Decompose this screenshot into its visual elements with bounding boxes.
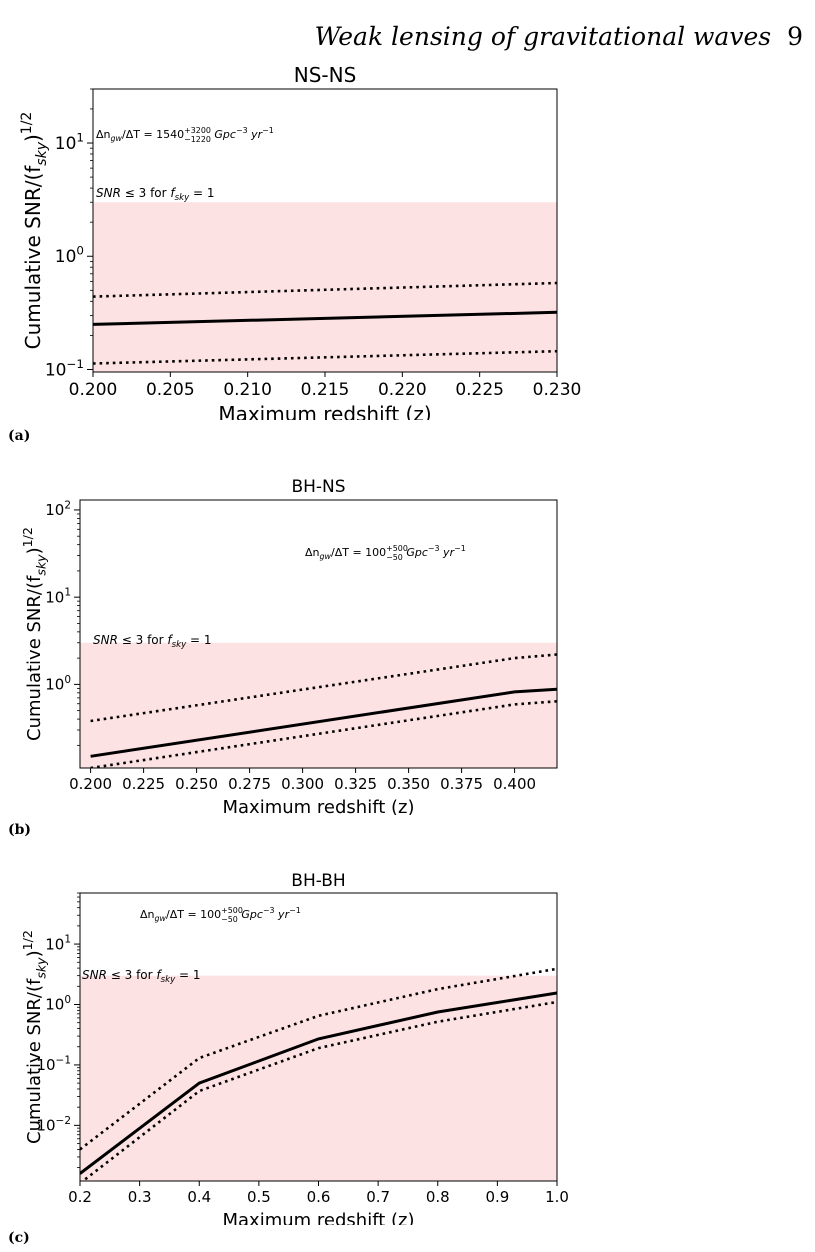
y-tick-label: 101 — [45, 934, 71, 954]
series-bound-line-2 — [80, 1000, 557, 1181]
x-tick-label: 0.220 — [378, 380, 427, 400]
series-median-line — [93, 310, 557, 326]
y-tick-label: 100 — [45, 674, 71, 694]
x-tick-label: 0.210 — [223, 380, 272, 400]
y-tick-label: 100 — [55, 244, 84, 268]
x-tick-label: 0.9 — [485, 1188, 509, 1206]
y-axis-label: Cumulative SNR/(fsky)1/2 — [20, 930, 49, 1144]
x-tick-label: 0.400 — [493, 775, 536, 793]
snr-threshold-band — [80, 975, 557, 1181]
y-tick-label: 101 — [55, 130, 84, 154]
x-tick-label: 0.325 — [334, 775, 377, 793]
y-tick-label: 10−1 — [36, 1054, 71, 1074]
chart-bh-ns: 0.200 0.225 0.250 0.275 0.300 0.325 0.350 0.375… — [20, 477, 558, 815]
x-tick-label: 0.215 — [301, 380, 350, 400]
x-tick-label: 0.6 — [307, 1188, 331, 1206]
x-tick-label: 0.250 — [175, 775, 218, 793]
series-bound-line-2 — [93, 349, 557, 365]
x-tick-label: 0.225 — [122, 775, 165, 793]
series-bound-line-1 — [93, 281, 557, 298]
x-tick-label: 0.200 — [69, 775, 112, 793]
x-tick-label: 0.205 — [146, 380, 195, 400]
chart-title: BH-NS — [291, 477, 345, 497]
series-bound-line-1 — [80, 967, 557, 1151]
y-tick-label: 10−2 — [36, 1115, 71, 1135]
x-tick-label: 0.200 — [69, 380, 118, 400]
series-bound-line-2 — [90, 700, 557, 768]
chart-title: NS-NS — [294, 63, 357, 87]
rate-annotation: Δngw/ΔT = 100+500 −50 Gpc−3 yr−1 — [140, 906, 301, 924]
x-tick-label: 0.4 — [187, 1188, 211, 1206]
y-axis-label: Cumulative SNR/(fsky)1/2 — [19, 112, 50, 350]
x-axis-label: Maximum redshift (z) — [223, 1210, 415, 1225]
x-tick-label: 0.230 — [533, 380, 582, 400]
x-axis-label: Maximum redshift (z) — [218, 402, 431, 420]
y-tick-label: 102 — [45, 499, 71, 519]
series-median-line — [90, 687, 557, 758]
x-tick-label: 0.3 — [128, 1188, 152, 1206]
y-axis-label: Cumulative SNR/(fsky)1/2 — [20, 527, 49, 741]
y-tick-label: 10−1 — [45, 357, 84, 381]
x-tick-label: 0.7 — [366, 1188, 390, 1206]
x-axis-label: Maximum redshift (z) — [223, 797, 415, 815]
rate-annotation: Δngw/ΔT = 100+500 −50 Gpc−3 yr−1 — [305, 544, 466, 562]
panel-label-c: (c) — [8, 1230, 30, 1246]
band-annotation: SNR ≤ 3 for fsky = 1 — [82, 968, 201, 985]
rate-annotation: Δngw/ΔT = 1540+3200 −1220 Gpc−3 yr−1 — [96, 126, 274, 144]
plot-frame — [79, 499, 558, 769]
chart-ns-ns: 0.200 0.205 0.210 0.215 0.220 0.225 0.230 10−1 1… — [19, 63, 582, 420]
page-number: 9 — [787, 22, 803, 51]
x-tick-label: 0.8 — [426, 1188, 450, 1206]
panel-label-a: (a) — [8, 428, 31, 444]
y-tick-label: 101 — [45, 587, 71, 607]
chart-bh-bh: 0.2 0.3 0.4 0.5 0.6 0.7 0.8 0.9 1.0 10−2 10−1 100 10… — [20, 871, 569, 1225]
series-bound-line-1 — [90, 653, 557, 723]
series-median-line — [80, 991, 557, 1175]
chart-title: BH-BH — [291, 871, 345, 891]
x-tick-label: 0.300 — [281, 775, 324, 793]
snr-threshold-band — [80, 642, 557, 768]
page-header: Weak lensing of gravitational waves 9 — [315, 22, 803, 51]
running-title: Weak lensing of gravitational waves — [314, 22, 772, 51]
panel-label-b: (b) — [8, 822, 32, 838]
x-tick-label: 0.225 — [455, 380, 504, 400]
x-tick-label: 0.350 — [387, 775, 430, 793]
x-tick-label: 1.0 — [545, 1188, 569, 1206]
x-tick-label: 0.5 — [247, 1188, 271, 1206]
band-annotation: SNR ≤ 3 for fsky = 1 — [93, 633, 212, 650]
x-tick-label: 0.375 — [440, 775, 483, 793]
y-tick-label: 100 — [45, 994, 71, 1014]
snr-threshold-band — [93, 202, 557, 372]
x-tick-label: 0.275 — [228, 775, 271, 793]
band-annotation: SNR ≤ 3 for fsky = 1 — [96, 186, 215, 203]
x-tick-label: 0.2 — [68, 1188, 92, 1206]
